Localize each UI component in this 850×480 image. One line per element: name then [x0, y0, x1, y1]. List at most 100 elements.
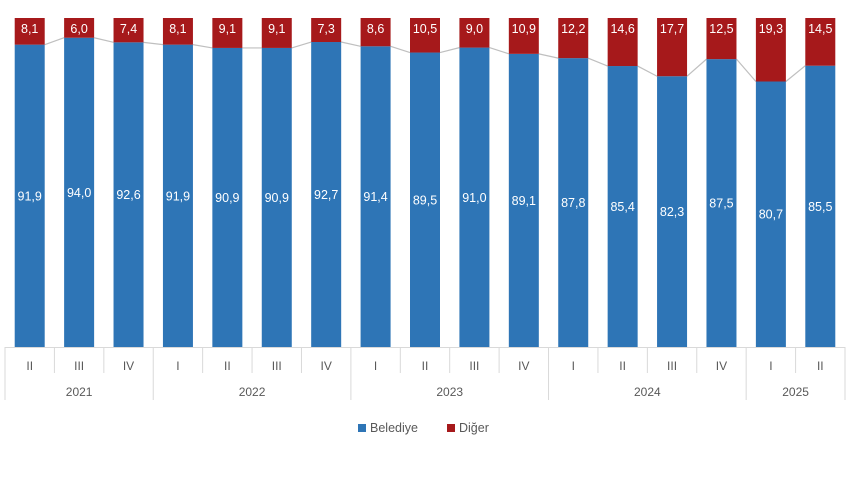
data-label-diger: 7,3: [317, 22, 334, 36]
quarter-label: IV: [518, 359, 529, 373]
data-label-diger: 17,7: [660, 22, 684, 36]
connector-line: [489, 47, 510, 55]
bar-belediye: [261, 47, 292, 348]
connector-line: [736, 58, 757, 82]
bars-group: [14, 18, 836, 348]
bar-diger: [162, 18, 193, 45]
bar-diger: [706, 18, 737, 60]
data-label-diger: 9,0: [466, 22, 483, 36]
connector-line: [785, 65, 806, 82]
bar-diger: [360, 18, 391, 47]
connector-lines: [44, 37, 806, 82]
bar-belediye: [14, 44, 45, 348]
quarter-label: II: [817, 359, 824, 373]
legend-label: Diğer: [459, 421, 489, 435]
bar-diger: [657, 18, 688, 77]
bar-belediye: [113, 42, 144, 347]
data-label-belediye: 92,6: [116, 188, 140, 202]
bar-diger: [459, 18, 490, 48]
data-label-diger: 10,9: [512, 22, 536, 36]
data-label-diger: 12,5: [709, 22, 733, 36]
quarter-label: IV: [716, 359, 727, 373]
connector-line: [341, 41, 361, 47]
legend-swatch: [358, 424, 366, 432]
data-label-belediye: 90,9: [265, 191, 289, 205]
data-label-diger: 8,1: [21, 22, 38, 36]
connector-line: [686, 58, 707, 77]
quarter-label: III: [667, 359, 677, 373]
connector-line: [44, 37, 65, 46]
bar-belediye: [657, 76, 688, 347]
bar-diger: [508, 18, 539, 54]
bar-belediye: [64, 37, 95, 348]
quarter-label: I: [572, 359, 575, 373]
quarter-label: II: [26, 359, 33, 373]
data-label-belediye: 92,7: [314, 188, 338, 202]
data-label-diger: 9,1: [219, 22, 236, 36]
legend-swatch: [447, 424, 455, 432]
data-label-belediye: 89,1: [512, 194, 536, 208]
quarter-label: I: [374, 359, 377, 373]
bar-belediye: [755, 81, 786, 347]
year-label: 2025: [782, 385, 809, 399]
quarter-label: III: [469, 359, 479, 373]
quarter-label: I: [769, 359, 772, 373]
quarter-label: II: [619, 359, 626, 373]
bar-diger: [558, 18, 589, 59]
bar-diger: [410, 18, 440, 53]
data-label-belediye: 91,9: [18, 189, 42, 203]
bar-diger: [311, 18, 342, 43]
connector-line: [143, 41, 164, 46]
data-label-belediye: 85,4: [610, 200, 634, 214]
data-label-diger: 14,5: [808, 22, 832, 36]
data-label-diger: 12,2: [561, 22, 585, 36]
connector-line: [93, 37, 114, 43]
bar-diger: [805, 18, 836, 66]
data-label-diger: 8,1: [169, 22, 186, 36]
connector-line: [439, 47, 460, 54]
bar-belediye: [607, 66, 638, 347]
bar-diger: [64, 18, 95, 38]
connector-line: [291, 41, 312, 49]
connector-line: [390, 45, 411, 54]
data-label-belediye: 90,9: [215, 191, 239, 205]
bar-belediye: [360, 46, 391, 347]
bar-belediye: [410, 52, 440, 348]
bar-diger: [212, 18, 243, 48]
data-label-diger: 14,6: [610, 22, 634, 36]
year-label: 2022: [239, 385, 266, 399]
value-labels-group: 91,9 8,1 94,0 6,0 92,6 7,4 91,9 8,1 90,9 9,1 90,9 9…: [18, 22, 833, 222]
quarter-label: II: [422, 359, 429, 373]
bar-belediye: [706, 59, 737, 347]
data-label-belediye: 91,0: [462, 191, 486, 205]
data-label-diger: 19,3: [759, 22, 783, 36]
quarter-label: IV: [123, 359, 134, 373]
data-label-belediye: 80,7: [759, 208, 783, 222]
bar-diger: [607, 18, 638, 67]
bar-belediye: [459, 47, 490, 348]
bar-diger: [14, 18, 45, 45]
data-label-belediye: 85,5: [808, 200, 832, 214]
data-label-diger: 10,5: [413, 22, 437, 36]
bar-diger: [755, 18, 786, 82]
quarter-label: I: [176, 359, 179, 373]
quarter-label: IV: [321, 359, 332, 373]
data-label-belediye: 94,0: [67, 186, 91, 200]
connector-line: [538, 53, 559, 59]
bar-belediye: [508, 53, 539, 348]
data-label-diger: 8,6: [367, 22, 384, 36]
connector-line: [588, 57, 608, 67]
connector-line: [192, 44, 213, 49]
data-label-belediye: 89,5: [413, 193, 437, 207]
data-label-belediye: 87,8: [561, 196, 585, 210]
quarter-label: III: [272, 359, 282, 373]
quarter-label: II: [224, 359, 231, 373]
legend-label: Belediye: [370, 421, 418, 435]
bar-diger: [261, 18, 292, 48]
bar-belediye: [805, 65, 836, 347]
year-label: 2023: [436, 385, 463, 399]
data-label-belediye: 91,9: [166, 189, 190, 203]
data-label-belediye: 91,4: [363, 190, 387, 204]
